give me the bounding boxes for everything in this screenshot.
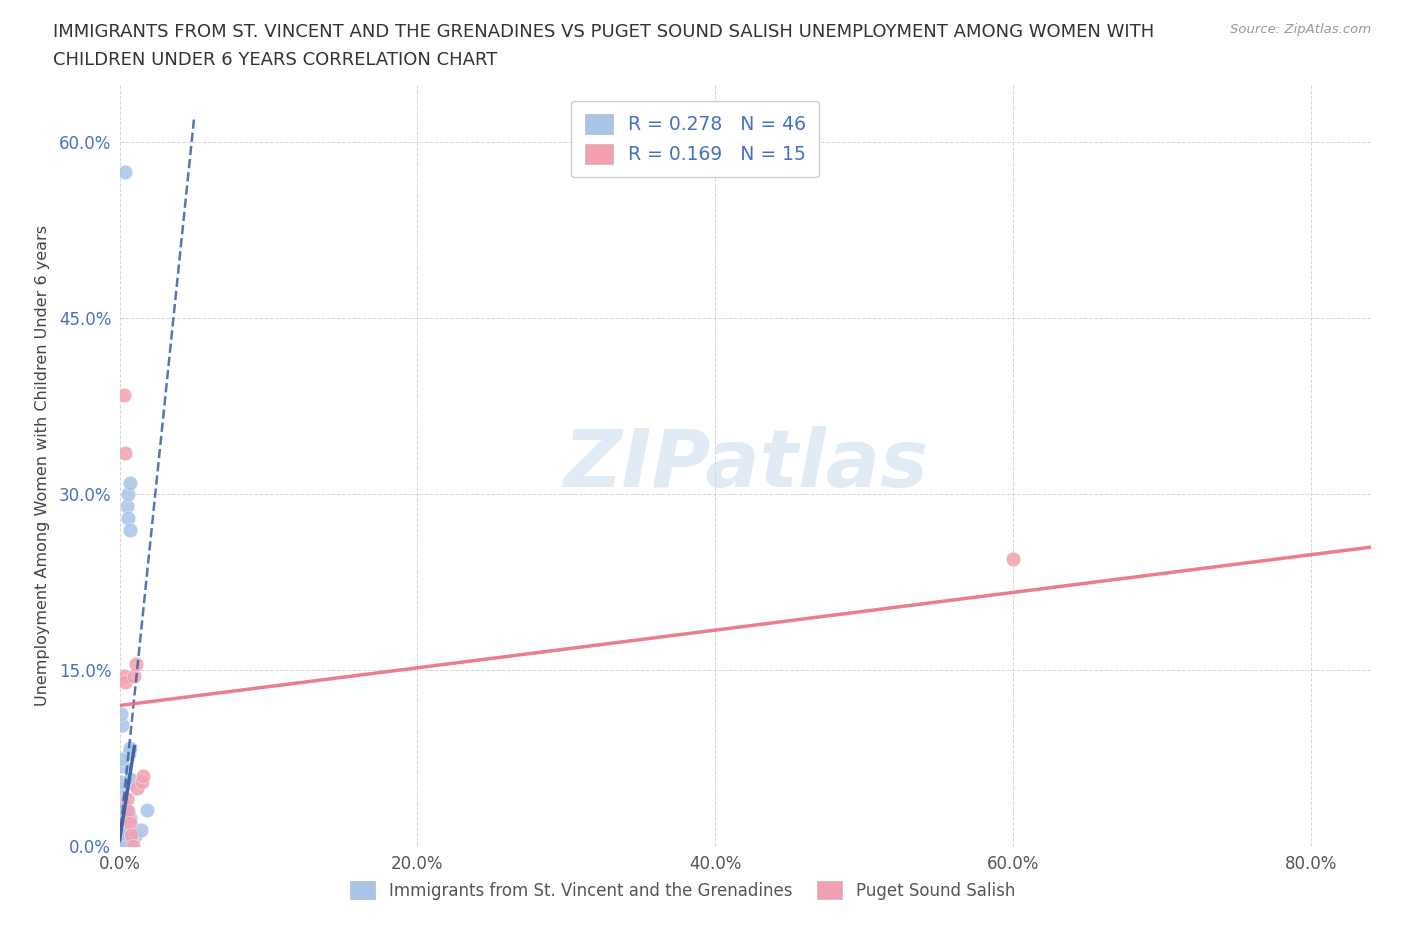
Point (114, 165, 136, 179)
Point (112, 832, 135, 847)
Point (110, 826, 132, 841)
Point (115, 839, 138, 854)
Point (114, 803, 136, 817)
Point (112, 387, 135, 402)
Text: Source: ZipAtlas.com: Source: ZipAtlas.com (1230, 23, 1371, 36)
Point (112, 819, 135, 834)
Point (115, 498, 138, 513)
Point (110, 804, 132, 818)
Text: CHILDREN UNDER 6 YEARS CORRELATION CHART: CHILDREN UNDER 6 YEARS CORRELATION CHART (53, 51, 498, 69)
Point (111, 811, 134, 826)
Point (129, 822, 152, 837)
Point (110, 820, 132, 835)
Point (114, 674, 136, 689)
Point (117, 804, 139, 818)
Point (118, 836, 141, 851)
Y-axis label: Unemployment Among Women with Children Under 6 years: Unemployment Among Women with Children U… (35, 224, 51, 706)
Point (118, 740, 141, 755)
Point (127, 780, 149, 795)
Point (118, 746, 141, 761)
Point (118, 816, 141, 830)
Point (120, 827, 142, 842)
Point (115, 792, 138, 807)
Point (110, 832, 132, 847)
Point (110, 794, 132, 809)
Point (117, 776, 139, 790)
Point (117, 487, 139, 502)
Text: IMMIGRANTS FROM ST. VINCENT AND THE GRENADINES VS PUGET SOUND SALISH UNEMPLOYMEN: IMMIGRANTS FROM ST. VINCENT AND THE GREN… (53, 23, 1154, 41)
Point (110, 782, 132, 797)
Legend: Immigrants from St. Vincent and the Grenadines, Puget Sound Salish: Immigrants from St. Vincent and the Gren… (343, 874, 1022, 907)
Point (114, 811, 136, 826)
Point (112, 669, 135, 684)
Point (124, 669, 146, 684)
Point (118, 772, 141, 787)
Point (1002, 551, 1025, 566)
Point (111, 796, 134, 811)
Point (110, 751, 132, 766)
Text: ZIPatlas: ZIPatlas (562, 426, 928, 504)
Point (131, 775, 153, 790)
Point (112, 830, 135, 845)
Point (132, 768, 155, 783)
Point (117, 829, 139, 844)
Point (124, 828, 146, 843)
Point (136, 803, 159, 817)
Point (118, 522, 141, 537)
Point (111, 717, 134, 732)
Point (117, 511, 139, 525)
Point (110, 707, 132, 722)
Point (110, 830, 132, 845)
Point (114, 445, 136, 460)
Point (110, 827, 132, 842)
Point (110, 794, 132, 809)
Point (122, 839, 145, 854)
Point (112, 817, 135, 831)
Point (110, 775, 132, 790)
Point (118, 811, 141, 826)
Point (118, 475, 141, 490)
Point (112, 758, 135, 773)
Point (110, 813, 132, 828)
Point (125, 657, 148, 671)
Point (110, 837, 132, 852)
